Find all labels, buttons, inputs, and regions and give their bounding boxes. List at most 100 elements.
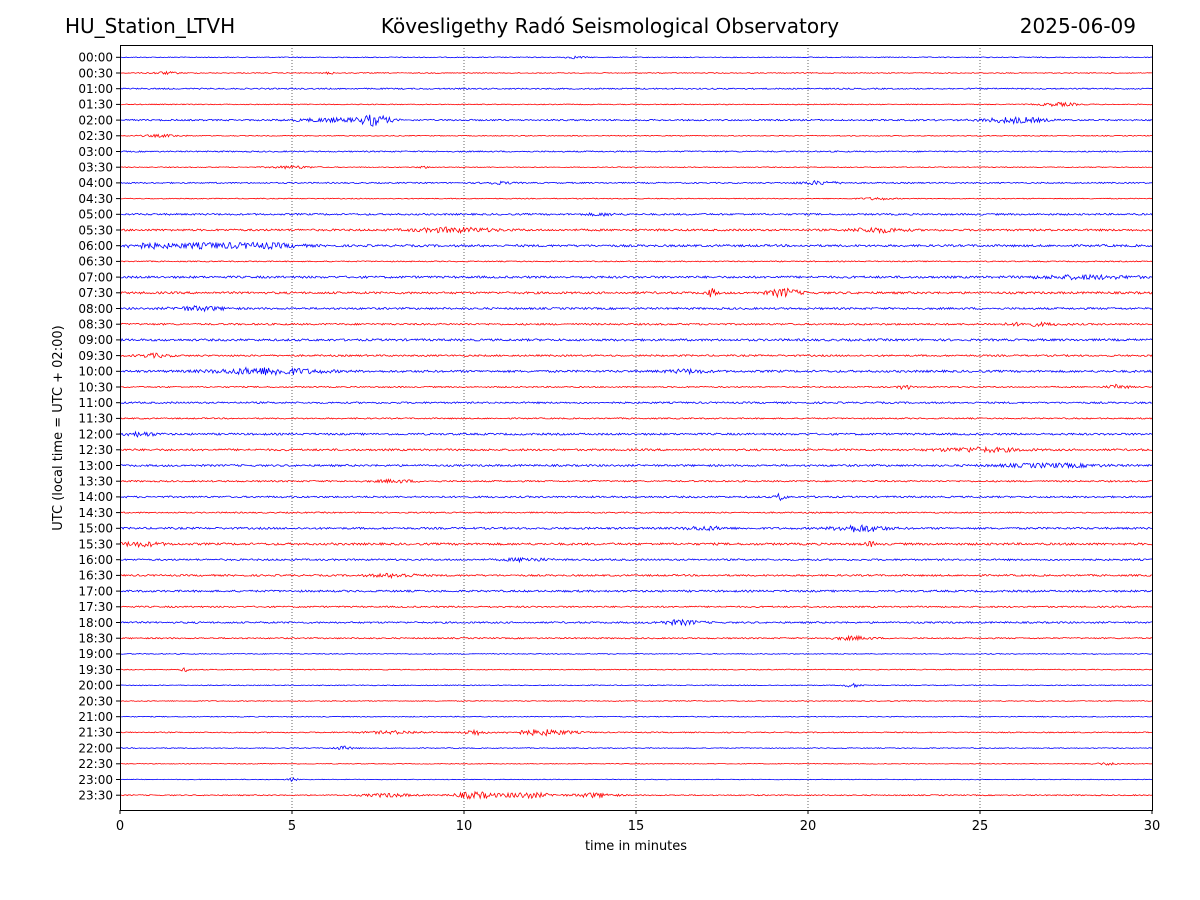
y-tick-label: 07:30 xyxy=(78,286,113,300)
y-tick-label: 16:30 xyxy=(78,569,113,583)
y-tick-label: 12:30 xyxy=(78,443,113,457)
trace-2130 xyxy=(119,728,1153,737)
trace-2300 xyxy=(119,776,1153,782)
trace-0700 xyxy=(119,273,1153,281)
y-tick-label: 00:30 xyxy=(78,66,113,80)
trace-0300 xyxy=(119,150,1153,153)
y-tick-label: 14:00 xyxy=(78,490,113,504)
trace-1730 xyxy=(119,605,1153,609)
trace-2230 xyxy=(119,762,1153,766)
y-tick-label: 15:30 xyxy=(78,537,113,551)
trace-0230 xyxy=(119,133,1153,139)
trace-1100 xyxy=(119,401,1153,405)
y-tick-label: 20:30 xyxy=(78,694,113,708)
trace-1630 xyxy=(119,572,1153,580)
trace-0430 xyxy=(119,196,1153,201)
observatory-title: Kövesligethy Radó Seismological Observat… xyxy=(380,14,840,38)
y-tick-label: 06:30 xyxy=(78,255,113,269)
y-tick-label: 09:00 xyxy=(78,333,113,347)
y-tick-label: 03:30 xyxy=(78,161,113,175)
trace-1800 xyxy=(119,618,1153,627)
trace-0930 xyxy=(119,352,1153,359)
x-tick-label: 30 xyxy=(1144,819,1161,834)
trace-1000 xyxy=(119,366,1153,377)
trace-0000 xyxy=(119,55,1153,60)
trace-1900 xyxy=(119,652,1153,655)
trace-1030 xyxy=(119,383,1153,391)
y-tick-label: 22:30 xyxy=(78,757,113,771)
y-axis-label: UTC (local time = UTC + 02:00) xyxy=(51,325,66,530)
trace-1530 xyxy=(119,540,1153,549)
y-tick-label: 16:00 xyxy=(78,553,113,567)
y-tick-label: 18:00 xyxy=(78,616,113,630)
x-tick-label: 15 xyxy=(628,819,645,834)
y-tick-label: 21:00 xyxy=(78,710,113,724)
y-tick-label: 10:30 xyxy=(78,380,113,394)
y-tick-label: 18:30 xyxy=(78,632,113,646)
y-tick-label: 19:00 xyxy=(78,647,113,661)
x-tick-label: 20 xyxy=(800,819,817,834)
y-tick-label: 17:30 xyxy=(78,600,113,614)
y-tick-label: 06:00 xyxy=(78,239,113,253)
trace-2000 xyxy=(119,682,1153,689)
y-tick-label: 20:00 xyxy=(78,679,113,693)
trace-0330 xyxy=(119,164,1153,170)
y-tick-label: 00:00 xyxy=(78,51,113,65)
y-tick-label: 11:00 xyxy=(78,396,113,410)
trace-0530 xyxy=(119,226,1153,235)
y-tick-label: 14:30 xyxy=(78,506,113,520)
y-tick-label: 13:30 xyxy=(78,475,113,489)
gridlines xyxy=(291,45,981,810)
trace-0400 xyxy=(119,180,1153,186)
y-tick-label: 01:00 xyxy=(78,82,113,96)
y-tick-label: 01:30 xyxy=(78,98,113,112)
y-tick-label: 04:00 xyxy=(78,176,113,190)
trace-2030 xyxy=(119,700,1153,702)
y-tick-label: 04:30 xyxy=(78,192,113,206)
y-tick-label: 22:00 xyxy=(78,741,113,755)
y-tick-label: 17:00 xyxy=(78,584,113,598)
trace-1230 xyxy=(119,445,1153,454)
y-tick-label: 05:00 xyxy=(78,208,113,222)
trace-1930 xyxy=(119,667,1153,673)
trace-1830 xyxy=(119,634,1153,642)
trace-0500 xyxy=(119,211,1153,218)
trace-0030 xyxy=(119,70,1153,76)
y-tick-label: 03:00 xyxy=(78,145,113,159)
trace-1400 xyxy=(119,492,1153,502)
x-tick-label: 10 xyxy=(456,819,473,834)
trace-0830 xyxy=(119,321,1153,328)
x-tick-label: 5 xyxy=(288,819,296,834)
trace-0630 xyxy=(119,260,1153,263)
y-tick-label: 08:00 xyxy=(78,302,113,316)
station-name: HU_Station_LTVH xyxy=(65,14,236,38)
y-tick-label: 08:30 xyxy=(78,318,113,332)
y-tick-label: 10:00 xyxy=(78,365,113,379)
trace-0200 xyxy=(119,114,1153,127)
y-tick-label: 13:00 xyxy=(78,459,113,473)
trace-1330 xyxy=(119,478,1153,484)
trace-0730 xyxy=(119,287,1153,299)
trace-1700 xyxy=(119,589,1153,593)
trace-0900 xyxy=(119,337,1153,342)
y-tick-label: 11:30 xyxy=(78,412,113,426)
y-tick-label: 09:30 xyxy=(78,349,113,363)
trace-0800 xyxy=(119,305,1153,313)
trace-0600 xyxy=(119,241,1153,251)
y-tick-label: 15:00 xyxy=(78,522,113,536)
y-tick-label: 23:30 xyxy=(78,789,113,803)
trace-0130 xyxy=(119,101,1153,108)
x-axis: 0 5 10 15 20 25 30 xyxy=(116,810,1160,834)
y-tick-label: 02:30 xyxy=(78,129,113,143)
y-tick-label: 07:00 xyxy=(78,270,113,284)
chart-date: 2025-06-09 xyxy=(1019,14,1136,38)
y-tick-label: 12:00 xyxy=(78,427,113,441)
y-tick-label: 19:30 xyxy=(78,663,113,677)
x-tick-label: 25 xyxy=(972,819,989,834)
trace-0100 xyxy=(119,87,1153,90)
trace-2330 xyxy=(119,790,1153,800)
trace-1130 xyxy=(119,417,1153,420)
traces xyxy=(119,55,1153,800)
